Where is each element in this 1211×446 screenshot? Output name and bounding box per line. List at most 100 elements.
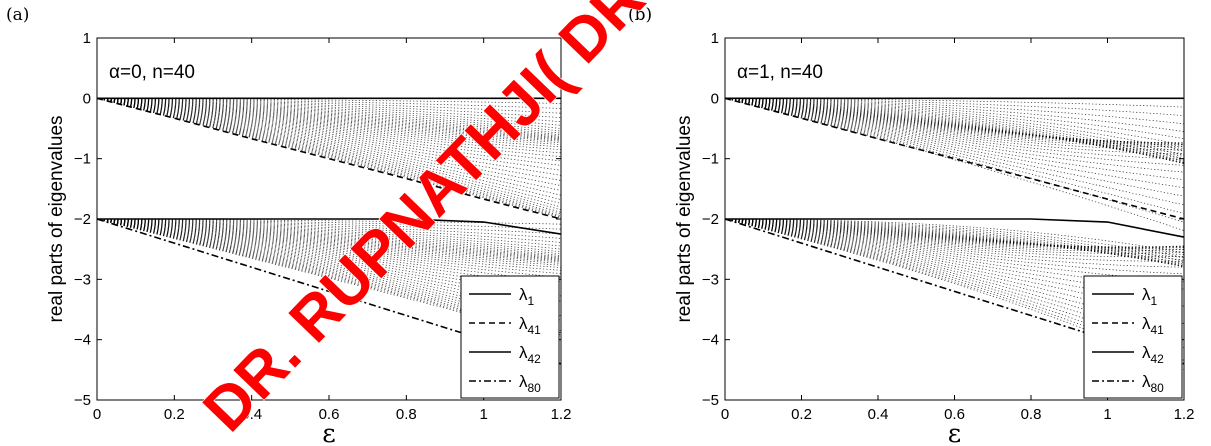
eigenvalue-curve: [725, 97, 1184, 149]
legend-box: [1083, 275, 1183, 399]
y-tick-label: −3: [74, 271, 91, 288]
y-axis-label: real parts of eigenvalues: [674, 115, 695, 322]
series-line-2: [725, 218, 1184, 238]
legend-box: [460, 275, 560, 399]
x-tick-label: 0: [721, 406, 729, 423]
y-tick-label: −4: [74, 332, 91, 349]
eigenvalue-curve: [97, 97, 561, 137]
x-tick-label: 0.6: [319, 406, 340, 423]
eigenvalue-curve: [725, 218, 1184, 254]
eigenvalue-curve: [97, 97, 561, 181]
eigenvalue-curve: [725, 97, 1184, 181]
eigenvalue-curve: [97, 97, 561, 171]
eigenvalue-curve: [97, 218, 561, 256]
y-tick-label: 1: [711, 30, 719, 47]
eigenvalue-curve: [97, 97, 561, 186]
legend-label: λ41: [1142, 314, 1164, 337]
eigenvalue-curve: [97, 218, 561, 274]
eigenvalue-curve: [97, 218, 561, 302]
eigenvalue-curve: [725, 97, 1184, 144]
legend-label: λ42: [1142, 343, 1164, 366]
eigenvalue-curve: [97, 97, 561, 139]
eigenvalue-curve: [97, 97, 561, 134]
eigenvalue-curve: [725, 97, 1184, 151]
eigenvalue-curve: [97, 218, 561, 264]
series-line-2: [97, 218, 561, 235]
eigenvalue-curve: [725, 97, 1184, 157]
panel-annotation: α=1, n=40: [737, 62, 823, 83]
eigenvalue-curve: [97, 97, 561, 213]
eigenvalue-curve: [97, 218, 561, 282]
legend-label: λ80: [1142, 372, 1164, 395]
eigenvalue-curve: [725, 218, 1184, 258]
y-tick-label: −1: [702, 151, 719, 168]
eigenvalue-curve: [725, 218, 1184, 275]
eigenvalue-curve: [725, 97, 1184, 151]
eigenvalue-curve: [97, 218, 561, 262]
eigenvalue-curve: [97, 218, 561, 230]
legend-label: λ1: [519, 285, 535, 308]
eigenvalue-curve: [725, 97, 1184, 231]
eigenvalue-curve: [725, 97, 1184, 144]
eigenvalue-curve: [97, 97, 561, 191]
eigenvalue-curve: [97, 218, 561, 235]
eigenvalue-curve: [97, 97, 561, 141]
eigenvalue-curve: [97, 218, 561, 225]
eigenvalue-curve: [725, 97, 1184, 155]
x-tick-label: 1.2: [551, 406, 572, 423]
eigenvalue-curve: [97, 218, 561, 239]
x-tick-label: 1: [1103, 406, 1111, 423]
eigenvalue-curve: [725, 218, 1184, 267]
eigenvalue-curve: [97, 218, 561, 287]
eigenvalue-curve: [97, 97, 561, 119]
eigenvalue-curve: [725, 218, 1184, 267]
eigenvalue-curve: [97, 97, 561, 204]
legend: λ1 λ41 λ42 λ80: [1083, 275, 1183, 399]
eigenvalue-curve: [97, 97, 561, 162]
legend-label: λ41: [519, 314, 541, 337]
x-axis-label: ε: [322, 419, 335, 446]
x-tick-label: 0.8: [1021, 406, 1042, 423]
y-tick-label: −5: [74, 392, 91, 409]
panel-tag-a: (a): [6, 5, 30, 25]
eigenvalue-curve: [725, 97, 1184, 147]
eigenvalue-curve: [97, 97, 561, 154]
legend-label: λ80: [519, 372, 541, 395]
eigenvalue-curve: [725, 97, 1184, 146]
eigenvalue-curve: [97, 97, 561, 126]
eigenvalue-curve: [725, 97, 1184, 155]
eigenvalue-curve: [97, 218, 561, 325]
eigenvalue-curve: [97, 97, 561, 144]
y-tick-label: 0: [83, 90, 91, 107]
eigenvalue-curve: [97, 218, 561, 243]
eigenvalue-curve: [97, 218, 561, 263]
eigenvalue-curve: [725, 97, 1184, 145]
eigenvalue-curve: [97, 218, 561, 260]
eigenvalue-curve: [725, 218, 1184, 268]
eigenvalue-curve: [725, 97, 1184, 206]
chart-panel-b: 0 0.2 0.4 0.6 0.8 1 1.2 −5 −4 −3 −2 −1 0 1 ε real parts…: [674, 30, 1194, 446]
eigenvalue-curve: [97, 97, 561, 218]
x-tick-label: 0.2: [791, 406, 812, 423]
eigenvalue-curve: [97, 218, 561, 334]
eigenvalue-curve: [725, 218, 1184, 366]
eigenvalue-curve: [725, 218, 1184, 262]
x-tick-label: 0.4: [868, 406, 889, 423]
eigenvalue-curve: [97, 218, 561, 255]
eigenvalue-curve: [97, 218, 561, 253]
eigenvalue-curve: [725, 97, 1184, 147]
eigenvalue-curve: [725, 218, 1184, 333]
eigenvalue-curve: [97, 218, 561, 247]
eigenvalue-curve: [97, 218, 561, 250]
eigenvalue-curve: [725, 218, 1184, 268]
eigenvalue-curve: [97, 218, 561, 312]
eigenvalue-curve: [725, 218, 1184, 348]
eigenvalue-curve: [97, 97, 561, 208]
eigenvalue-curve: [97, 97, 561, 140]
eigenvalue-curve: [725, 218, 1184, 355]
x-tick-label: 1: [479, 406, 487, 423]
legend: λ1 λ41 λ42 λ80: [460, 275, 560, 399]
eigenvalue-curve: [725, 97, 1184, 152]
eigenvalue-curve: [725, 97, 1184, 223]
eigenvalue-curve: [97, 97, 561, 132]
